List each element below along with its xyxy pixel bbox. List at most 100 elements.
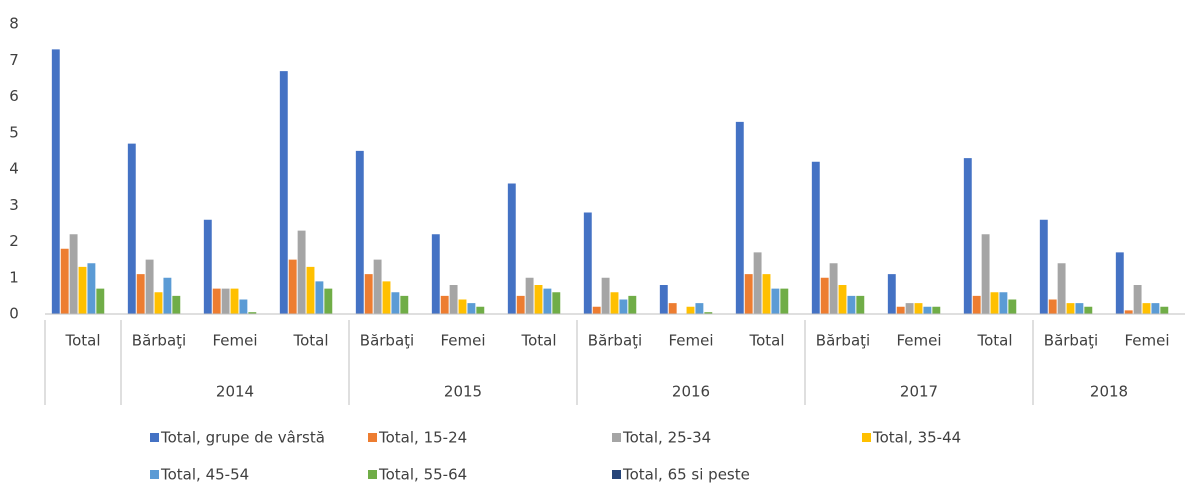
legend-label: Total, 45-54 — [160, 466, 249, 484]
legend-label: Total, 35-44 — [872, 429, 961, 447]
y-tick-label: 6 — [9, 87, 19, 105]
y-tick-label: 5 — [9, 123, 19, 141]
bar — [780, 288, 789, 314]
bar — [847, 295, 856, 314]
bar — [476, 306, 485, 314]
bar — [458, 299, 467, 314]
bar — [932, 306, 941, 314]
bar — [923, 306, 932, 314]
bar — [896, 306, 905, 314]
bar — [771, 288, 780, 314]
x-tick-label: Femei — [440, 332, 485, 350]
bar — [856, 295, 865, 314]
x-tick-label: Femei — [668, 332, 713, 350]
x-tick-label: Total — [292, 332, 328, 350]
bar — [373, 259, 382, 314]
bar — [154, 292, 163, 314]
bar — [1008, 299, 1017, 314]
bar — [1066, 303, 1075, 314]
bar — [963, 158, 972, 314]
group-label: 2017 — [900, 383, 938, 401]
x-tick-label: Bărbaţi — [132, 332, 186, 350]
group-label: 2018 — [1090, 383, 1128, 401]
legend-swatch — [368, 433, 377, 442]
bar — [324, 288, 333, 314]
bar — [203, 219, 212, 314]
bar — [704, 312, 713, 314]
bar — [315, 281, 324, 314]
bar — [248, 312, 257, 314]
bar — [601, 277, 610, 314]
bar — [668, 303, 677, 314]
x-tick-label: Bărbaţi — [1044, 332, 1098, 350]
bar — [96, 288, 105, 314]
bar — [619, 299, 628, 314]
bar — [628, 295, 637, 314]
bar — [239, 299, 248, 314]
bar — [686, 306, 695, 314]
y-tick-label: 2 — [9, 232, 19, 250]
bar — [1151, 303, 1160, 314]
bar — [288, 259, 297, 314]
group-label: 2014 — [216, 383, 254, 401]
bar — [279, 71, 288, 314]
bar — [440, 295, 449, 314]
bar — [127, 143, 136, 314]
y-tick-label: 1 — [9, 268, 19, 286]
bar — [1057, 263, 1066, 314]
y-tick-label: 0 — [9, 305, 19, 323]
legend-swatch — [612, 470, 621, 479]
legend-label: Total, 15-24 — [378, 429, 467, 447]
bar — [552, 292, 561, 314]
bar — [659, 285, 668, 314]
bar — [735, 121, 744, 314]
x-tick-label: Total — [976, 332, 1012, 350]
bar — [1160, 306, 1169, 314]
bar — [516, 295, 525, 314]
x-tick-label: Femei — [212, 332, 257, 350]
bar — [1039, 219, 1048, 314]
legend-swatch — [150, 470, 159, 479]
bar — [1115, 252, 1124, 314]
bar — [60, 248, 69, 314]
x-tick-label: Femei — [1124, 332, 1169, 350]
bar — [431, 234, 440, 314]
legend-label: Total, 65 si peste — [622, 466, 750, 484]
legend-swatch — [150, 433, 159, 442]
bar — [69, 234, 78, 314]
x-tick-label: Bărbaţi — [360, 332, 414, 350]
bar — [695, 303, 704, 314]
y-tick-label: 3 — [9, 196, 19, 214]
bar — [829, 263, 838, 314]
bar — [1142, 303, 1151, 314]
bar — [306, 266, 315, 314]
x-tick-label: Total — [520, 332, 556, 350]
bar — [753, 252, 762, 314]
y-tick-label: 7 — [9, 51, 19, 69]
x-tick-label: Femei — [896, 332, 941, 350]
bar — [78, 266, 87, 314]
legend-swatch — [368, 470, 377, 479]
bar — [905, 303, 914, 314]
bar — [163, 277, 172, 314]
y-tick-label: 8 — [9, 15, 19, 33]
bar — [221, 288, 230, 314]
bar — [990, 292, 999, 314]
bar — [592, 306, 601, 314]
bar — [449, 285, 458, 314]
bar — [820, 277, 829, 314]
legend-label: Total, 25-34 — [622, 429, 711, 447]
group-label: 2016 — [672, 383, 710, 401]
bar — [145, 259, 154, 314]
bar — [391, 292, 400, 314]
bar — [543, 288, 552, 314]
bar — [364, 274, 373, 314]
bar — [212, 288, 221, 314]
legend-swatch — [612, 433, 621, 442]
bar — [583, 212, 592, 314]
x-tick-label: Bărbaţi — [588, 332, 642, 350]
bar — [1133, 285, 1142, 314]
group-label: 2015 — [444, 383, 482, 401]
bar — [887, 274, 896, 314]
